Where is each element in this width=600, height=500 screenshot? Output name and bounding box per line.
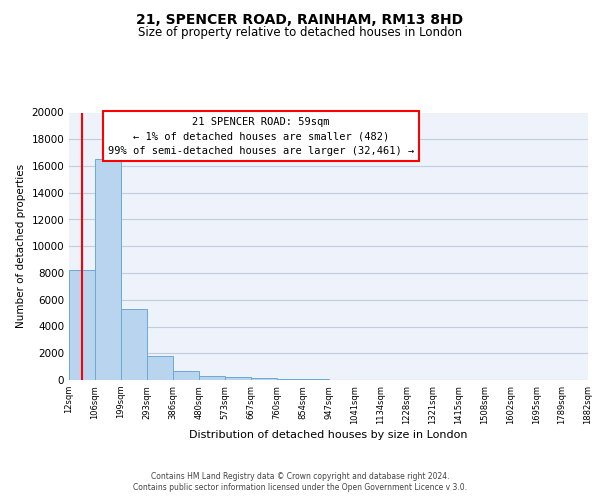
Bar	[199, 376, 224, 380]
Bar	[225, 376, 251, 380]
Bar	[95, 160, 121, 380]
Text: 21 SPENCER ROAD: 59sqm
← 1% of detached houses are smaller (482)
99% of semi-det: 21 SPENCER ROAD: 59sqm ← 1% of detached …	[108, 116, 414, 156]
Text: Contains public sector information licensed under the Open Government Licence v : Contains public sector information licen…	[133, 483, 467, 492]
Bar	[147, 356, 173, 380]
Bar	[251, 378, 277, 380]
Y-axis label: Number of detached properties: Number of detached properties	[16, 164, 26, 328]
X-axis label: Distribution of detached houses by size in London: Distribution of detached houses by size …	[189, 430, 468, 440]
Bar	[173, 370, 199, 380]
Text: Size of property relative to detached houses in London: Size of property relative to detached ho…	[138, 26, 462, 39]
Text: Contains HM Land Registry data © Crown copyright and database right 2024.: Contains HM Land Registry data © Crown c…	[151, 472, 449, 481]
Bar	[277, 378, 302, 380]
Bar	[69, 270, 95, 380]
Bar	[121, 309, 147, 380]
Text: 21, SPENCER ROAD, RAINHAM, RM13 8HD: 21, SPENCER ROAD, RAINHAM, RM13 8HD	[136, 12, 464, 26]
